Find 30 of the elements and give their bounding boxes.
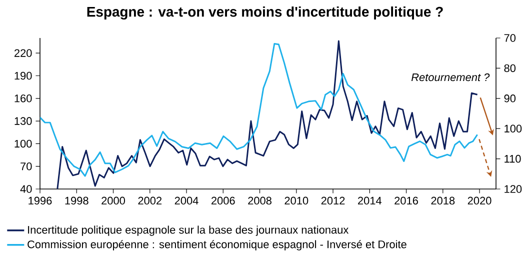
legend-label: Incertitude politique espagnole sur la base des journaux nationaux	[28, 226, 349, 236]
x-tick-label: 1998	[65, 196, 88, 205]
y2-tick-label: 80	[504, 64, 516, 72]
x-tick-label: 2012	[321, 196, 345, 205]
y2-tick-label: 100	[504, 124, 522, 132]
y-tick-label: 160	[14, 94, 32, 102]
x-tick-label: 2008	[248, 196, 272, 205]
y-tick-label: 130	[14, 117, 32, 125]
x-tick-label: 2002	[138, 196, 162, 205]
y-tick-label: 100	[14, 140, 32, 148]
x-tick-label: 2016	[394, 196, 418, 205]
x-tick-label: 2006	[211, 196, 235, 205]
y-tick-label: 40	[20, 185, 32, 193]
x-tick-label: 1996	[28, 196, 52, 205]
x-tick-label: 2014	[358, 196, 382, 205]
y2-tick-label: 70	[504, 34, 516, 42]
x-tick-label: 2004	[174, 196, 198, 205]
annotation: Retournement ?	[411, 73, 490, 82]
y-tick-label: 220	[14, 49, 32, 57]
chart-title: Espagne : va-t-on vers moins d'incertitude politique ?	[87, 6, 443, 20]
x-tick-label: 2018	[431, 196, 455, 205]
y2-tick-label: 110	[504, 154, 521, 163]
y2-tick-label: 120	[504, 185, 522, 193]
y2-tick-label: 90	[504, 94, 516, 102]
y-tick-label: 70	[20, 162, 32, 170]
x-tick-label: 2020	[468, 196, 492, 205]
y-tick-label: 190	[14, 72, 32, 80]
x-tick-label: 2000	[102, 196, 125, 205]
legend-label: Commission européenne : sentiment économique espagnol - Inversé et Droite	[28, 240, 406, 250]
x-tick-label: 2010	[284, 196, 308, 205]
